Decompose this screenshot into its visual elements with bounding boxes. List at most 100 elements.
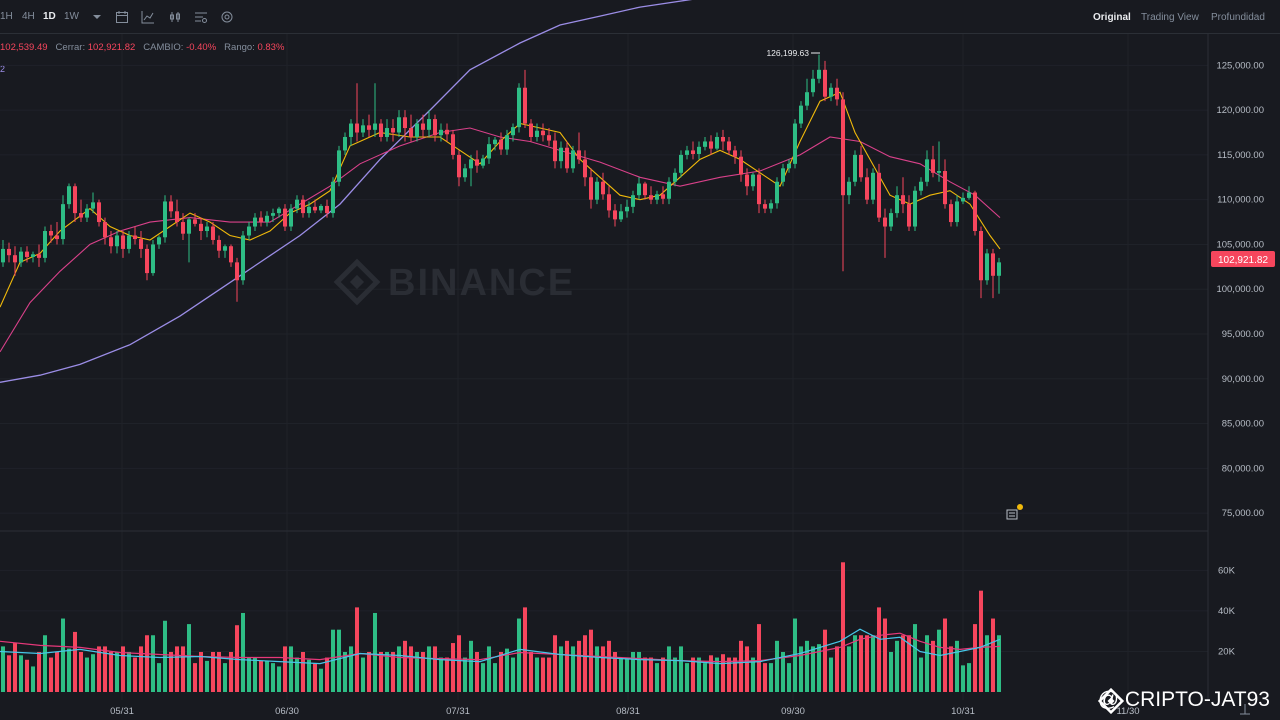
volume-bar xyxy=(451,643,455,692)
chart-toolbar: 1H 4H 1D 1W Original Trading View Profun… xyxy=(0,0,1280,34)
candle-body xyxy=(769,203,773,209)
candle-body xyxy=(271,213,275,216)
grid-lines xyxy=(0,34,1208,700)
line-chart-icon[interactable] xyxy=(141,10,155,24)
binance-logo-watermark-icon xyxy=(333,258,381,306)
candle-body xyxy=(127,235,131,249)
volume-bar xyxy=(169,651,173,692)
volume-bar xyxy=(751,657,755,692)
candle-body xyxy=(397,117,401,133)
volume-bar xyxy=(709,655,713,692)
gear-icon[interactable] xyxy=(220,10,234,24)
candle-body xyxy=(121,235,125,249)
candle-body xyxy=(901,195,905,205)
volume-bar xyxy=(109,651,113,692)
volume-bar xyxy=(379,651,383,692)
candle-body xyxy=(619,211,623,220)
candle-body xyxy=(205,226,209,232)
volume-bar xyxy=(205,660,209,692)
candle-body xyxy=(679,154,683,173)
candle-body xyxy=(475,159,479,166)
candle-body xyxy=(313,206,317,211)
volume-bar xyxy=(25,659,29,692)
candle-body xyxy=(361,125,365,133)
volume-bar xyxy=(799,646,803,692)
high-marker-label: 126,199.63 xyxy=(766,48,809,58)
volume-bar xyxy=(505,648,509,692)
candle-body xyxy=(523,87,527,124)
timeframe-1w-tab[interactable]: 1W xyxy=(64,11,79,22)
view-trading-view-tab[interactable]: Trading View xyxy=(1141,12,1199,23)
indicators-icon[interactable] xyxy=(168,10,182,24)
volume-bar xyxy=(337,629,341,692)
volume-bar xyxy=(541,657,545,692)
volume-bar xyxy=(253,657,257,692)
candle-body xyxy=(7,248,11,256)
candle-body xyxy=(613,210,617,220)
candle-body xyxy=(511,127,515,136)
candle-body xyxy=(793,123,797,164)
volume-bar xyxy=(955,640,959,692)
candle-body xyxy=(691,150,695,154)
price-axis: 125,000.00 120,000.00 115,000.00 110,000.00… xyxy=(1216,60,1264,519)
candle-body xyxy=(199,223,203,232)
view-profundidad-tab[interactable]: Profundidad xyxy=(1211,12,1265,23)
volume-bar xyxy=(31,666,35,692)
candle-body xyxy=(685,150,689,155)
ma-indicator-label: 2 xyxy=(0,64,6,74)
candle-body xyxy=(817,69,821,79)
volume-bar xyxy=(889,651,893,692)
volume-bar xyxy=(859,635,863,692)
timeframe-4h-tab[interactable]: 4H xyxy=(22,11,35,22)
volume-bar xyxy=(121,646,125,692)
volume-bar xyxy=(853,635,857,692)
volume-bar xyxy=(349,646,353,692)
volume-bar xyxy=(433,646,437,692)
candle-body xyxy=(469,159,473,169)
volume-bar xyxy=(427,646,431,692)
alert-bell-icon[interactable] xyxy=(1006,504,1023,520)
volume-bar xyxy=(79,651,83,692)
candle-body xyxy=(253,217,257,227)
volume-bar xyxy=(775,640,779,692)
volume-bar xyxy=(133,657,137,692)
candle-body xyxy=(439,129,443,136)
volume-bar xyxy=(55,651,59,692)
candle-body xyxy=(763,204,767,209)
volume-bar xyxy=(493,663,497,692)
candle-body xyxy=(913,190,917,227)
volume-moving-averages xyxy=(0,628,1001,665)
candle-body xyxy=(517,87,521,128)
timeframe-1d-tab[interactable]: 1D xyxy=(43,11,56,22)
candle-body xyxy=(193,219,197,224)
candle-body xyxy=(745,174,749,187)
candle-body xyxy=(607,194,611,211)
chart-settings-icon[interactable] xyxy=(194,10,208,24)
candle-body xyxy=(499,139,503,150)
candle-body xyxy=(907,204,911,227)
candle-body xyxy=(37,254,41,258)
volume-bar xyxy=(463,657,467,692)
volume-bar xyxy=(619,657,623,692)
candle-body xyxy=(295,199,299,209)
volume-bar xyxy=(685,663,689,692)
current-price-label: 102,921.82 xyxy=(1218,255,1268,266)
volume-bar xyxy=(97,646,101,692)
view-original-tab[interactable]: Original xyxy=(1093,12,1131,23)
candle-body xyxy=(61,204,65,240)
candle-body xyxy=(487,144,491,159)
candle-body xyxy=(109,237,113,247)
candle-body xyxy=(367,125,371,130)
volume-bar xyxy=(421,651,425,692)
calendar-icon[interactable] xyxy=(115,10,129,24)
volume-bar xyxy=(997,635,1001,692)
timeframe-1h-tab[interactable]: 1H xyxy=(0,11,13,22)
candle-body xyxy=(895,195,899,214)
candle-body xyxy=(31,254,35,257)
volume-bar xyxy=(817,644,821,692)
volume-bar xyxy=(145,635,149,692)
more-timeframes-chevron-down-icon[interactable] xyxy=(90,10,104,24)
candle-body xyxy=(19,251,23,263)
scroll-to-latest-icon[interactable] xyxy=(1240,704,1250,715)
